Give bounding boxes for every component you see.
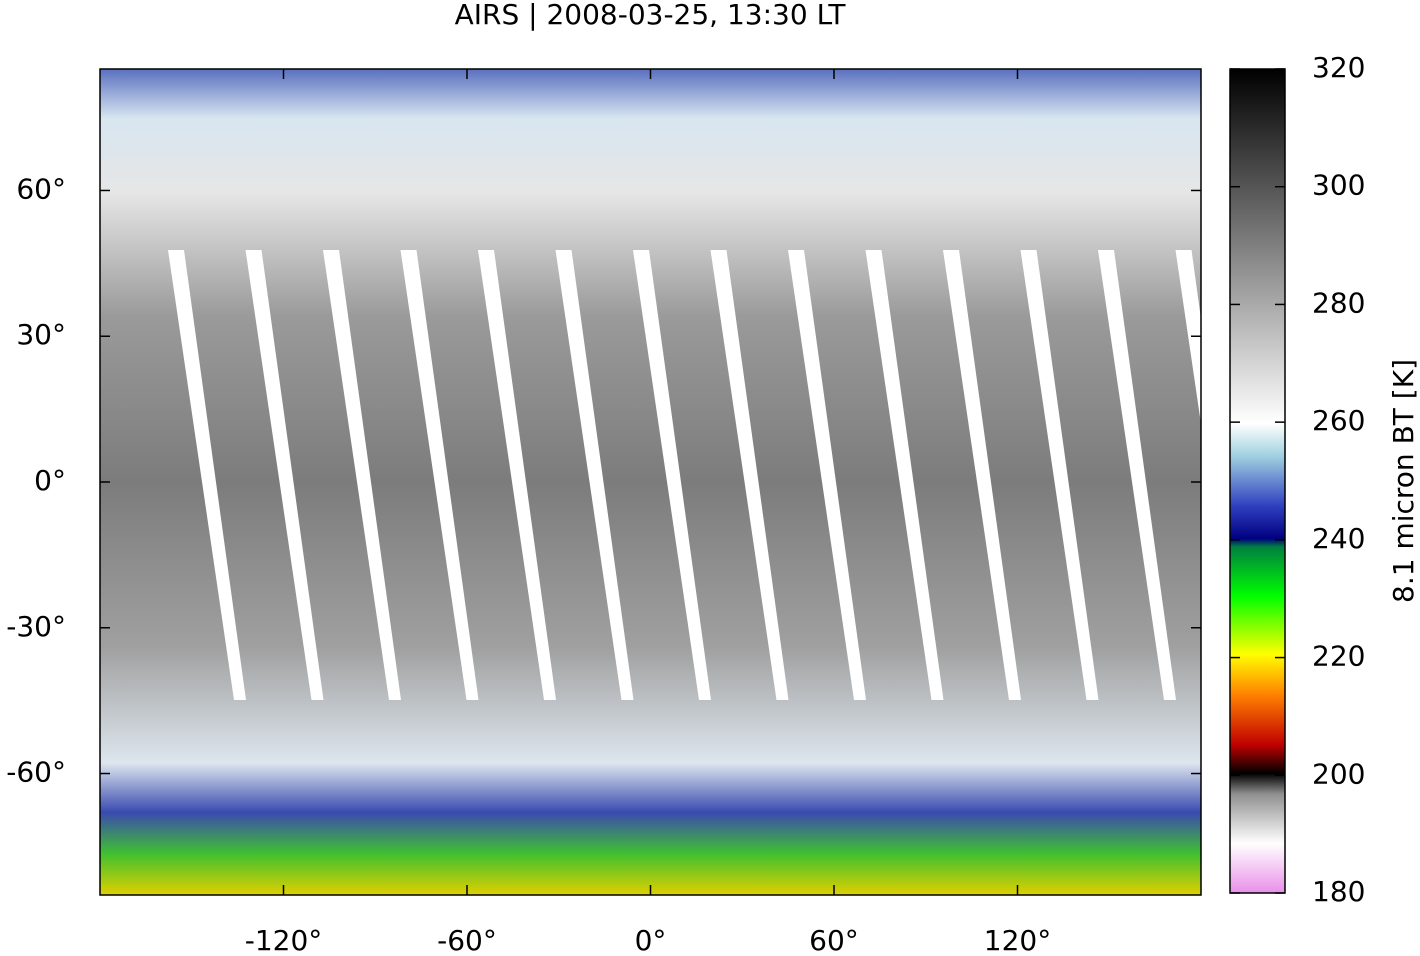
x-tick-label: 0°: [635, 924, 667, 956]
swath-gap: [245, 250, 324, 700]
colorbar-tick-label: 240: [1312, 522, 1365, 555]
swath-gap: [1098, 250, 1176, 700]
colorbar-tick-label: 300: [1312, 169, 1365, 202]
y-tick-label: -60°: [6, 756, 66, 789]
swath-gap: [943, 250, 1021, 700]
colorbar-tick-label: 320: [1312, 51, 1365, 84]
y-tick-label: 0°: [34, 464, 66, 497]
swath-gap: [1020, 250, 1099, 700]
swath-gap: [555, 250, 634, 700]
swath-gap: [633, 250, 711, 700]
x-tick-label: -60°: [437, 924, 497, 956]
swath-gap: [710, 250, 789, 700]
swath-gap: [400, 250, 479, 700]
map-image: [100, 69, 1201, 895]
colorbar: [1229, 68, 1286, 894]
colorbar-tick-label: 220: [1312, 640, 1365, 673]
y-tick-label: -30°: [6, 610, 66, 643]
colorbar-label: 8.1 micron BT [K]: [1387, 359, 1420, 603]
colorbar-tick-label: 260: [1312, 404, 1365, 437]
swath-gap: [788, 250, 866, 700]
y-tick-label: 60°: [16, 172, 66, 205]
x-tick-label: 60°: [809, 924, 859, 956]
swath-gap: [168, 250, 246, 700]
title: AIRS | 2008-03-25, 13:30 LT: [455, 0, 847, 31]
colorbar-tick-label: 280: [1312, 286, 1365, 319]
swath-gap: [865, 250, 944, 700]
swath-gap: [478, 250, 556, 700]
swath-gap: [323, 250, 401, 700]
y-tick-label: 30°: [16, 318, 66, 351]
colorbar-tick-label: 200: [1312, 757, 1365, 790]
colorbar-tick-label: 180: [1312, 875, 1365, 908]
x-tick-label: 120°: [984, 924, 1051, 956]
x-tick-label: -120°: [245, 924, 323, 956]
